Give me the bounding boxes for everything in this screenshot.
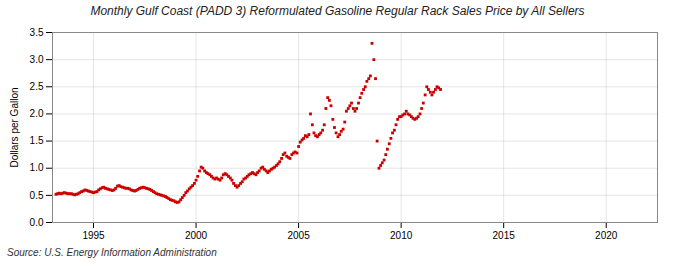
svg-text:0.5: 0.5 (30, 190, 44, 201)
svg-text:2005: 2005 (287, 230, 310, 241)
svg-text:2010: 2010 (390, 230, 413, 241)
svg-text:3.5: 3.5 (30, 27, 44, 38)
html-text:Monthly Gulf Coast (PADD 3) Re: Monthly Gulf Coast (PADD 3) Reformulated… (90, 4, 585, 18)
svg-text:2.5: 2.5 (30, 81, 44, 92)
svg-text:Dollars per Gallon: Dollars per Gallon (9, 87, 20, 167)
svg-text:0.0: 0.0 (30, 217, 44, 228)
svg-text:2015: 2015 (493, 230, 516, 241)
svg-text:1.0: 1.0 (30, 162, 44, 173)
svg-text:3.0: 3.0 (30, 54, 44, 65)
html-text:Source: U.S. Energy Informatio: Source: U.S. Energy Information Administ… (7, 247, 217, 258)
svg-text:2000: 2000 (185, 230, 208, 241)
svg-text:2020: 2020 (595, 230, 618, 241)
svg-text:2.0: 2.0 (30, 108, 44, 119)
svg-text:1.5: 1.5 (30, 135, 44, 146)
svg-text:1995: 1995 (82, 230, 105, 241)
